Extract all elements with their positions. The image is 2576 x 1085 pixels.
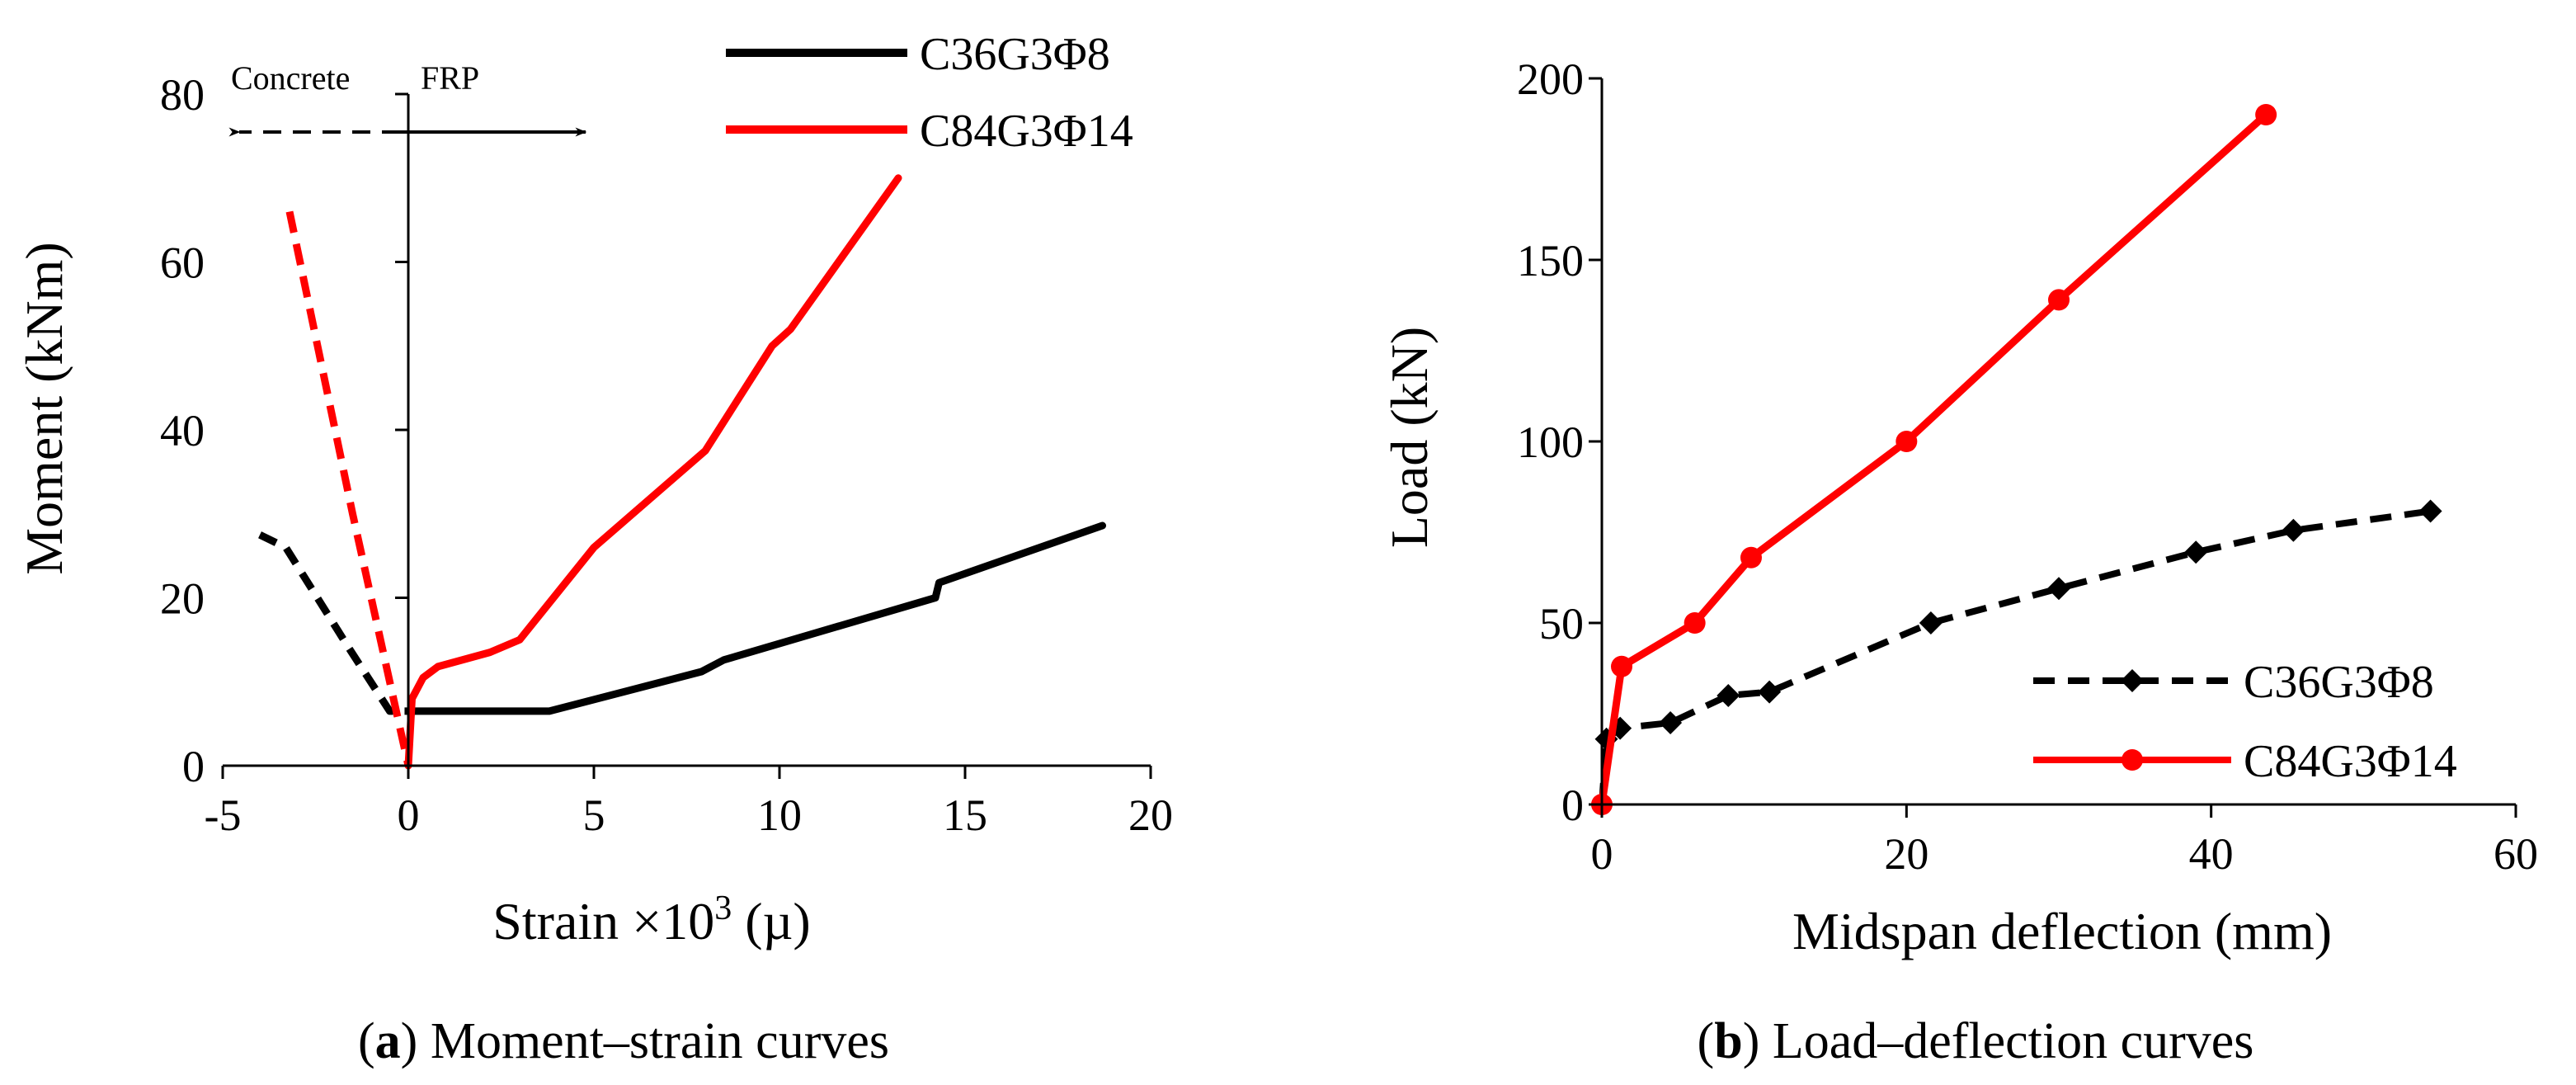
series-b-1-point <box>1611 655 1633 677</box>
chart-a-axes <box>223 94 1151 767</box>
series-b-1-line <box>1598 111 2269 805</box>
legend-b-label-c36: C36G3Φ8 <box>2244 657 2434 708</box>
chart-b-y-tick-label: 0 <box>1561 781 1584 830</box>
series-b-1-point <box>1684 612 1706 634</box>
chart-b-y-tick-label: 150 <box>1517 236 1584 285</box>
series-b-1-point <box>2255 104 2277 125</box>
series-b-0-point <box>1758 680 1782 704</box>
legend-a-label-c84: C84G3Φ14 <box>920 106 1133 157</box>
chart-b-x-tick-label: 60 <box>2494 829 2538 879</box>
series-a-1-frp-line <box>404 174 902 770</box>
chart-a-legend: C36G3Φ8 C84G3Φ14 <box>726 29 1133 157</box>
chart-b-series-layer <box>1590 104 2442 816</box>
series-b-0-point <box>2047 577 2070 601</box>
series-b-1-point <box>1740 546 1762 568</box>
series-b-0-point <box>2418 499 2442 523</box>
series-b-0-point <box>1717 684 1740 707</box>
caption-b: (b) Load–deflection curves <box>1698 1013 2254 1069</box>
chart-a-x-tick-label: 5 <box>583 790 605 840</box>
chart-b-x-tick-label: 40 <box>2189 829 2234 879</box>
chart-a-x-tick-label: 20 <box>1128 790 1173 840</box>
chart-a-y-tick-label: 80 <box>160 70 205 120</box>
chart-a-series-layer <box>258 174 1106 770</box>
series-b-0-point <box>2184 540 2208 564</box>
chart-b-ylabel: Load (kN) <box>1380 327 1439 548</box>
chart-a-y-tick-label: 60 <box>160 238 205 288</box>
series-b-0-point <box>1659 711 1683 734</box>
chart-b-ticks: 0 20 40 60 0 50 100 150 200 <box>1517 54 2538 879</box>
annotation-concrete-label: Concrete <box>231 59 350 97</box>
chart-a-y-tick-label: 40 <box>160 406 205 455</box>
chart-b-xlabel: Midspan deflection (mm) <box>1792 902 2332 960</box>
series-a-0-concrete-line <box>258 531 408 715</box>
chart-b-y-tick-label: 50 <box>1539 599 1584 649</box>
series-a-1-concrete-line <box>285 210 412 767</box>
legend-b-label-c84: C84G3Φ14 <box>2244 736 2457 787</box>
chart-b-x-tick-label: 0 <box>1591 829 1613 879</box>
chart-a-y-tick-label: 0 <box>182 742 205 791</box>
chart-a-annotation: Concrete FRP <box>228 59 587 137</box>
series-b-0-point <box>2282 518 2305 542</box>
legend-b-marker-c84 <box>2122 749 2143 771</box>
chart-b-y-tick-label: 200 <box>1517 54 1584 104</box>
chart-a-x-tick-label: 10 <box>757 790 802 840</box>
chart-b: 0 20 40 60 0 50 100 150 200 Load (kN) Midspan de… <box>1380 54 2538 960</box>
chart-a-x-tick-label: 0 <box>398 790 420 840</box>
chart-b-x-tick-label: 20 <box>1884 829 1928 879</box>
series-a-0-frp-line <box>404 521 1106 715</box>
chart-a-y-tick-label: 20 <box>160 574 205 624</box>
chart-a-ylabel: Moment (kNm) <box>15 242 73 575</box>
chart-a-x-tick-label: 15 <box>943 790 987 840</box>
annotation-frp-label: FRP <box>421 59 479 97</box>
chart-a-xlabel: Strain ×103 (µ) <box>492 889 810 951</box>
caption-a: (a) Moment–strain curves <box>358 1013 889 1069</box>
legend-a-label-c36: C36G3Φ8 <box>920 29 1110 80</box>
series-b-1-point <box>2048 289 2070 311</box>
chart-b-legend: C36G3Φ8 C84G3Φ14 <box>2033 657 2457 787</box>
chart-b-y-tick-label: 100 <box>1517 417 1584 467</box>
series-b-0-point <box>1919 611 1943 634</box>
legend-b-marker-c36 <box>2121 669 2144 692</box>
series-b-1-point <box>1896 431 1918 452</box>
chart-a-x-tick-label: -5 <box>205 790 242 840</box>
